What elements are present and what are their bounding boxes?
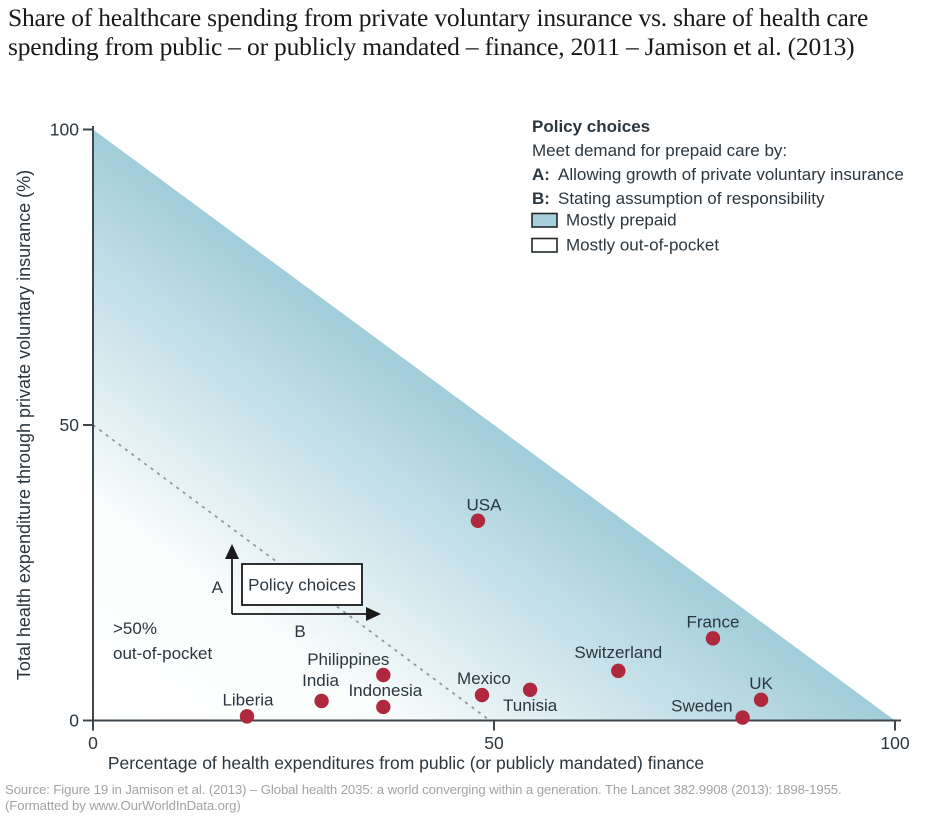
y-tick-label: 100 [50, 120, 79, 140]
source-line: Source: Figure 19 in Jamison et al. (201… [5, 782, 842, 797]
data-point-usa [470, 513, 486, 528]
arrow-a-label: A [212, 578, 224, 597]
y-tick-label: 50 [60, 415, 80, 435]
data-point-label-switzerland: Switzerland [574, 643, 662, 662]
data-point-sweden [735, 710, 750, 725]
data-point-label-sweden: Sweden [671, 697, 732, 716]
data-point-label-philippines: Philippines [307, 650, 389, 669]
data-point-label-indonesia: Indonesia [348, 681, 422, 700]
source-note: Source: Figure 19 in Jamison et al. (201… [5, 782, 925, 813]
arrow-right-icon [366, 607, 381, 621]
y-tick-label: 0 [69, 711, 79, 731]
oop-annotation-line1: >50% [113, 619, 157, 638]
x-tick-label: 0 [88, 733, 98, 753]
data-point-switzerland [611, 663, 626, 679]
legend-title: Policy choices [532, 117, 650, 136]
formatted-by-line: (Formatted by www.OurWorldInData.org) [5, 797, 241, 813]
legend-swatch-label-mostly-prepaid: Mostly prepaid [566, 211, 677, 230]
x-tick-label: 100 [880, 733, 909, 753]
data-point-label-france: France [686, 612, 739, 631]
x-tick-label: 50 [484, 733, 504, 753]
data-point-philippines [376, 667, 391, 683]
oop-boundary-dashed-line [92, 424, 491, 722]
legend-item-b: B: Stating assumption of responsibility [532, 189, 825, 208]
data-point-indonesia [376, 699, 391, 715]
legend-swatch-mostly-out-of-pocket [531, 237, 558, 253]
page-title: Share of healthcare spending from privat… [8, 3, 869, 62]
policy-choices-box-label: Policy choices [248, 576, 356, 595]
data-point-uk [753, 692, 769, 708]
legend-swatch-label-mostly-out-of-pocket: Mostly out-of-pocket [566, 236, 719, 255]
data-point-label-tunisia: Tunisia [503, 696, 558, 715]
y-axis-title: Total health expenditure through private… [14, 170, 34, 680]
x-axis-title: Percentage of health expenditures from p… [108, 753, 704, 773]
data-point-label-usa: USA [466, 496, 502, 515]
prepaid-region [93, 129, 895, 721]
data-point-label-india: India [302, 671, 339, 690]
data-point-label-mexico: Mexico [457, 669, 511, 688]
data-point-india [314, 693, 329, 709]
data-point-label-uk: UK [749, 674, 773, 693]
legend-swatch-mostly-prepaid [531, 212, 558, 228]
data-point-tunisia [522, 682, 538, 697]
data-point-label-liberia: Liberia [222, 690, 274, 709]
legend-subtitle: Meet demand for prepaid care by: [532, 141, 787, 160]
data-point-mexico [474, 687, 490, 703]
arrow-b-label: B [294, 622, 305, 641]
data-point-liberia [239, 709, 255, 724]
data-point-france [705, 631, 721, 646]
legend-item-a: A: Allowing growth of private voluntary i… [532, 165, 904, 184]
arrow-up-icon [225, 544, 239, 559]
oop-annotation-line2: out-of-pocket [113, 644, 212, 663]
policy-choices-box [241, 563, 363, 606]
